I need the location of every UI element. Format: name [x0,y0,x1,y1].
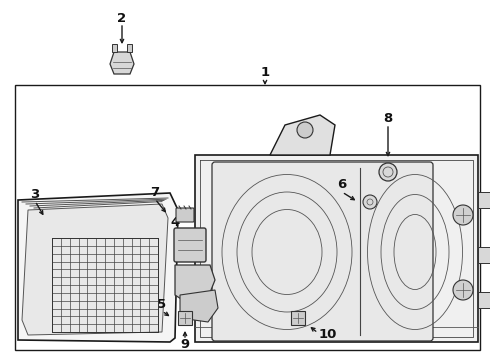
Bar [478,192,490,208]
Text: 10: 10 [319,328,337,342]
Text: 3: 3 [30,189,40,202]
Bar [178,311,192,325]
FancyBboxPatch shape [212,162,433,341]
Circle shape [453,280,473,300]
Polygon shape [175,265,215,308]
Polygon shape [127,44,132,52]
Polygon shape [110,52,134,74]
Polygon shape [112,44,117,52]
Polygon shape [180,290,218,322]
Text: 7: 7 [150,186,160,199]
Bar [15,85,480,350]
Circle shape [297,122,313,138]
Polygon shape [195,155,478,342]
Text: 2: 2 [118,12,126,24]
Circle shape [453,205,473,225]
Text: 6: 6 [338,179,346,192]
FancyBboxPatch shape [174,228,206,262]
Text: 4: 4 [171,216,180,229]
Polygon shape [22,204,168,335]
Text: 5: 5 [157,298,167,311]
Bar [478,247,490,263]
Bar [291,311,305,325]
Circle shape [363,195,377,209]
Bar [478,292,490,308]
FancyBboxPatch shape [176,208,194,222]
Circle shape [379,163,397,181]
Text: 1: 1 [261,67,270,80]
Text: 9: 9 [180,338,190,351]
Text: 8: 8 [383,112,392,125]
Polygon shape [270,115,335,155]
Polygon shape [18,193,178,342]
